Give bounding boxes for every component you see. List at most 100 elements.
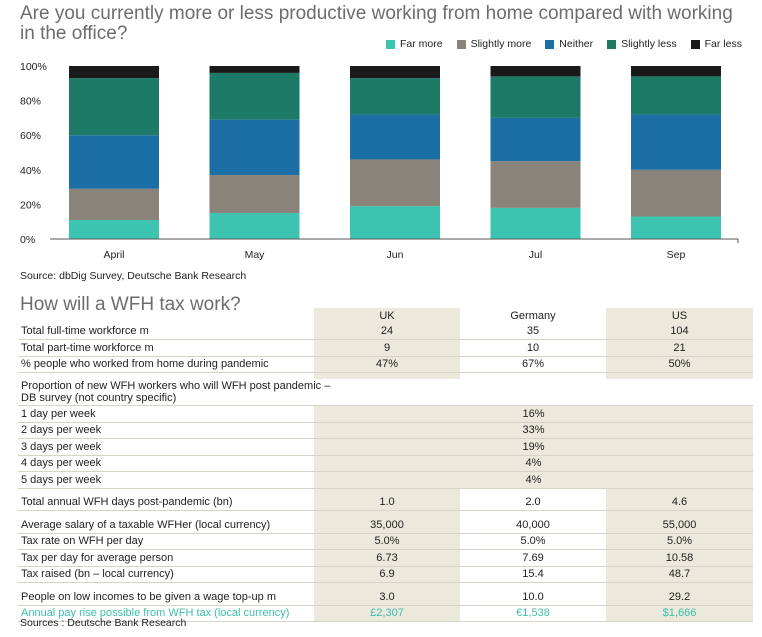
y-tick-label: 0% xyxy=(20,234,35,246)
bar-segment xyxy=(490,117,581,162)
table-header-row: UK Germany US xyxy=(18,308,753,324)
cell-uk: £2,307 xyxy=(314,605,460,622)
row-label: Tax rate on WFH per day xyxy=(18,533,314,550)
legend-label: Neither xyxy=(559,38,594,50)
days-value: 4% xyxy=(314,471,753,489)
bar-segment xyxy=(490,66,581,77)
days-value: 16% xyxy=(314,405,753,423)
y-tick-label: 20% xyxy=(20,199,41,211)
cell-uk: 3.0 xyxy=(314,589,460,606)
x-tick-label: Jun xyxy=(387,249,404,261)
x-tick-label: Sep xyxy=(667,249,686,261)
chart-title: Are you currently more or less productiv… xyxy=(20,3,733,44)
legend-label: Far more xyxy=(400,38,443,50)
cell-us: 5.0% xyxy=(606,533,753,550)
days-row: 2 days per week 33% xyxy=(18,422,753,439)
bar-segment xyxy=(350,114,440,160)
days-value: 19% xyxy=(314,438,753,456)
legend-swatch xyxy=(690,39,700,49)
row-label: 5 days per week xyxy=(18,471,314,489)
wfh-tax-table: UK Germany US Total full-time workforce … xyxy=(18,308,753,622)
row-label: Total full-time workforce m xyxy=(18,323,314,340)
stacked-bar-chart: 0% 20% 40% 60% 80% 100% April May Jun Jul Sep xyxy=(20,61,739,261)
y-tick-label: 40% xyxy=(20,165,41,177)
bar-segment xyxy=(209,66,300,73)
x-tick-label: April xyxy=(103,249,124,261)
table-row: Total annual WFH days post-pandemic (bn)… xyxy=(18,494,753,511)
cell-uk: 6.9 xyxy=(314,566,460,583)
bar-segment xyxy=(631,66,721,77)
cell-germany: 10 xyxy=(460,339,606,357)
cell-germany: 15.4 xyxy=(460,566,606,583)
cell-germany: 5.0% xyxy=(460,533,606,550)
legend-label: Far less xyxy=(704,38,742,50)
bar-segment xyxy=(490,161,581,208)
bar-segment xyxy=(490,76,581,118)
bar-segment xyxy=(209,174,300,214)
row-label: Annual pay rise possible from WFH tax (l… xyxy=(18,605,314,622)
table-row: Total part-time workforce m 9 10 21 xyxy=(18,339,753,357)
bar-segment xyxy=(69,135,159,189)
legend-item-far-less: Far less xyxy=(690,37,742,51)
cell-uk: 35,000 xyxy=(314,517,460,534)
bar-segment xyxy=(631,169,721,217)
cell-us: $1,666 xyxy=(606,605,753,622)
bar-segment xyxy=(209,72,300,120)
bar-segment xyxy=(350,159,440,207)
cell-germany: 40,000 xyxy=(460,517,606,534)
row-label: Total part-time workforce m xyxy=(18,339,314,357)
y-tick-label: 80% xyxy=(20,96,41,108)
row-label: 3 days per week xyxy=(18,438,314,456)
cell-uk: 9 xyxy=(314,339,460,357)
table-row: People on low incomes to be given a wage… xyxy=(18,589,753,606)
cell-us: 104 xyxy=(606,323,753,340)
bar-segment xyxy=(631,216,721,239)
cell-germany: 35 xyxy=(460,323,606,340)
cell-us: 48.7 xyxy=(606,566,753,583)
legend-swatch xyxy=(545,39,555,49)
proportion-header-row: Proportion of new WFH workers who will W… xyxy=(18,379,753,406)
y-tick-label: 60% xyxy=(20,130,41,142)
cell-uk: 1.0 xyxy=(314,494,460,511)
legend-item-slightly-less: Slightly less xyxy=(607,37,677,51)
proportion-header: Proportion of new WFH workers who will W… xyxy=(18,379,753,406)
table-source: Sources : Deutsche Bank Research xyxy=(20,617,187,629)
legend-label: Slightly less xyxy=(621,38,677,50)
x-tick-label: Jul xyxy=(529,249,542,261)
days-row: 4 days per week 4% xyxy=(18,455,753,472)
days-value: 33% xyxy=(314,422,753,439)
row-label: Total annual WFH days post-pandemic (bn) xyxy=(18,494,314,511)
row-label: People on low incomes to be given a wage… xyxy=(18,589,314,606)
legend-label: Slightly more xyxy=(470,38,532,50)
row-label: Tax raised (bn – local currency) xyxy=(18,566,314,583)
cell-uk: 5.0% xyxy=(314,533,460,550)
legend-item-far-more: Far more xyxy=(386,37,443,51)
cell-us: 4.6 xyxy=(606,494,753,511)
cell-us: 21 xyxy=(606,339,753,357)
cell-us: 29.2 xyxy=(606,589,753,606)
bar-segment xyxy=(69,188,159,220)
table-row-highlight: Annual pay rise possible from WFH tax (l… xyxy=(18,605,753,622)
legend-swatch xyxy=(456,39,466,49)
bar-segment xyxy=(631,76,721,115)
cell-us: 50% xyxy=(606,356,753,373)
bar-segment xyxy=(490,207,581,239)
cell-uk: 47% xyxy=(314,356,460,373)
cell-us: 55,000 xyxy=(606,517,753,534)
cell-germany: 7.69 xyxy=(460,549,606,567)
days-value: 4% xyxy=(314,455,753,472)
cell-uk: 24 xyxy=(314,323,460,340)
column-header-germany: Germany xyxy=(510,309,556,322)
legend-swatch xyxy=(607,39,617,49)
row-label: 4 days per week xyxy=(18,455,314,472)
bar-segment xyxy=(69,78,159,136)
table-row: Tax per day for average person 6.73 7.69… xyxy=(18,549,753,567)
bar-segment xyxy=(350,206,440,239)
cell-us: 10.58 xyxy=(606,549,753,567)
table-row: Average salary of a taxable WFHer (local… xyxy=(18,517,753,534)
row-label: 1 day per week xyxy=(18,405,314,423)
table-title: How will a WFH tax work? xyxy=(20,294,241,315)
cell-germany: 10.0 xyxy=(460,589,606,606)
row-label: 2 days per week xyxy=(18,422,314,439)
row-label: Average salary of a taxable WFHer (local… xyxy=(18,517,314,534)
